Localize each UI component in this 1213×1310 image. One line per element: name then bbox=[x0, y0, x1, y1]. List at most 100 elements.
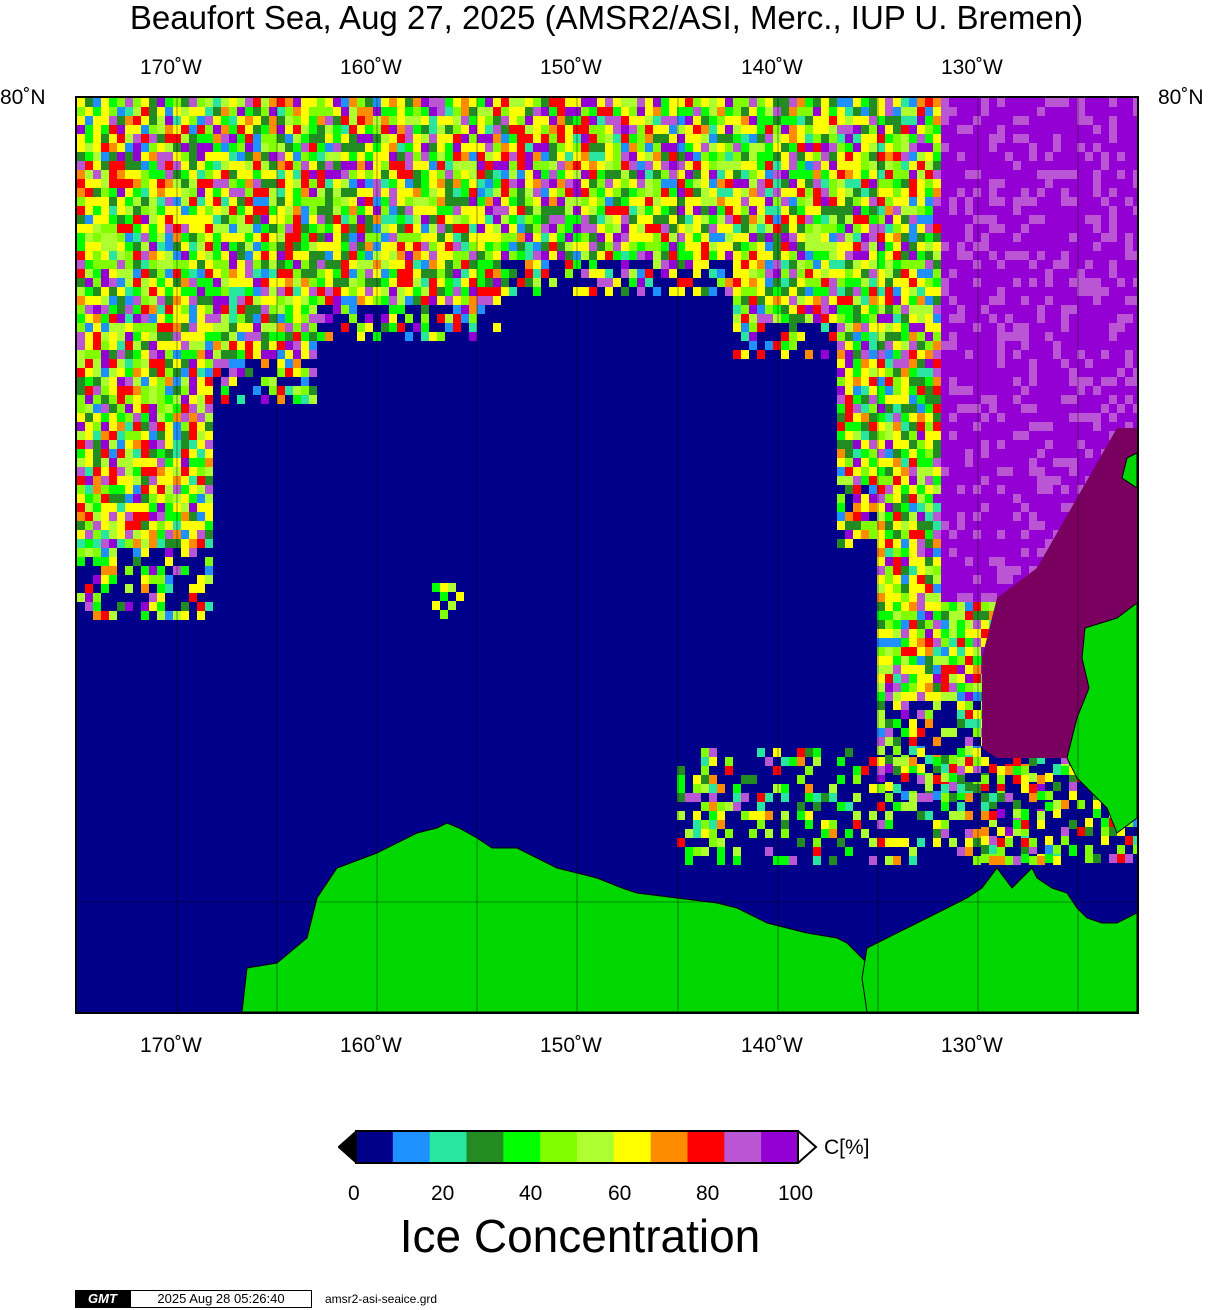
ice-cell bbox=[1053, 485, 1061, 494]
ice-cell bbox=[213, 116, 221, 125]
ice-cell bbox=[765, 188, 773, 197]
ice-cell bbox=[317, 269, 325, 278]
ice-cell bbox=[1061, 755, 1069, 764]
ice-cell bbox=[293, 323, 301, 332]
ice-cell bbox=[949, 224, 957, 233]
ice-cell bbox=[205, 188, 213, 197]
ice-cell bbox=[821, 188, 829, 197]
ice-cell bbox=[933, 548, 941, 557]
ice-cell bbox=[269, 332, 277, 341]
ice-cell bbox=[685, 224, 693, 233]
ice-cell bbox=[917, 512, 925, 521]
ice-cell bbox=[157, 143, 165, 152]
ice-cell bbox=[965, 422, 973, 431]
ice-cell bbox=[973, 134, 981, 143]
ice-cell bbox=[509, 233, 517, 242]
ice-cell bbox=[621, 143, 629, 152]
ice-cell bbox=[93, 269, 101, 278]
ice-cell bbox=[933, 368, 941, 377]
ice-cell bbox=[893, 737, 901, 746]
ice-cell bbox=[1069, 260, 1077, 269]
ice-cell bbox=[917, 152, 925, 161]
ice-cell bbox=[205, 260, 213, 269]
ice-cell bbox=[109, 512, 117, 521]
ice-cell bbox=[877, 116, 885, 125]
ice-cell bbox=[517, 215, 525, 224]
ice-cell bbox=[501, 179, 509, 188]
ice-cell bbox=[1053, 431, 1061, 440]
ice-cell bbox=[109, 143, 117, 152]
ice-cell bbox=[797, 233, 805, 242]
ice-cell bbox=[941, 143, 949, 152]
ice-cell bbox=[157, 323, 165, 332]
ice-cell bbox=[853, 206, 861, 215]
ice-cell bbox=[117, 116, 125, 125]
ice-cell bbox=[853, 359, 861, 368]
ice-cell bbox=[557, 125, 565, 134]
ice-cell bbox=[861, 242, 869, 251]
ice-cell bbox=[821, 305, 829, 314]
ice-cell bbox=[365, 152, 373, 161]
ice-cell bbox=[669, 260, 677, 269]
ice-cell bbox=[285, 233, 293, 242]
ice-cell bbox=[1037, 170, 1045, 179]
ice-cell bbox=[709, 188, 717, 197]
ice-cell bbox=[949, 170, 957, 179]
ice-cell bbox=[117, 458, 125, 467]
ice-cell bbox=[237, 296, 245, 305]
ice-cell bbox=[197, 134, 205, 143]
ice-cell bbox=[989, 476, 997, 485]
ice-cell bbox=[773, 179, 781, 188]
ice-cell bbox=[1061, 377, 1069, 386]
ice-cell bbox=[829, 278, 837, 287]
ice-cell bbox=[637, 233, 645, 242]
ice-cell bbox=[1013, 422, 1021, 431]
ice-cell bbox=[1045, 116, 1053, 125]
ice-cell bbox=[253, 260, 261, 269]
ice-cell bbox=[149, 422, 157, 431]
ice-cell bbox=[205, 494, 213, 503]
ice-cell bbox=[869, 152, 877, 161]
ice-cell bbox=[853, 251, 861, 260]
ice-cell bbox=[149, 134, 157, 143]
ice-cell bbox=[797, 251, 805, 260]
ice-cell bbox=[845, 539, 853, 548]
ice-cell bbox=[269, 323, 277, 332]
ice-cell bbox=[813, 107, 821, 116]
map-title: Beaufort Sea, Aug 27, 2025 (AMSR2/ASI, M… bbox=[129, 0, 1084, 36]
ice-cell bbox=[213, 350, 221, 359]
ice-cell bbox=[485, 242, 493, 251]
ice-cell bbox=[1021, 323, 1029, 332]
ice-cell bbox=[997, 251, 1005, 260]
ice-cell bbox=[301, 251, 309, 260]
ice-cell bbox=[957, 548, 965, 557]
ice-cell bbox=[1029, 467, 1037, 476]
ice-cell bbox=[269, 278, 277, 287]
ice-cell bbox=[645, 161, 653, 170]
ice-cell bbox=[93, 431, 101, 440]
ice-cell bbox=[149, 350, 157, 359]
ice-cell bbox=[837, 269, 845, 278]
ice-cell bbox=[357, 170, 365, 179]
ice-cell bbox=[477, 305, 485, 314]
ice-cell bbox=[901, 458, 909, 467]
ice-cell bbox=[893, 323, 901, 332]
ice-cell bbox=[333, 179, 341, 188]
ice-cell bbox=[677, 179, 685, 188]
ice-cell bbox=[997, 350, 1005, 359]
ice-cell bbox=[189, 161, 197, 170]
ice-cell bbox=[861, 377, 869, 386]
ice-cell bbox=[981, 521, 989, 530]
ice-cell bbox=[981, 368, 989, 377]
ice-cell bbox=[589, 224, 597, 233]
ice-cell bbox=[685, 260, 693, 269]
ice-cell bbox=[1005, 359, 1013, 368]
ice-cell bbox=[149, 107, 157, 116]
ice-cell bbox=[1061, 152, 1069, 161]
ice-cell bbox=[213, 188, 221, 197]
ice-cell bbox=[1013, 305, 1021, 314]
ice-cell bbox=[253, 143, 261, 152]
ice-cell bbox=[277, 125, 285, 134]
ice-cell bbox=[1037, 107, 1045, 116]
ice-cell bbox=[221, 233, 229, 242]
